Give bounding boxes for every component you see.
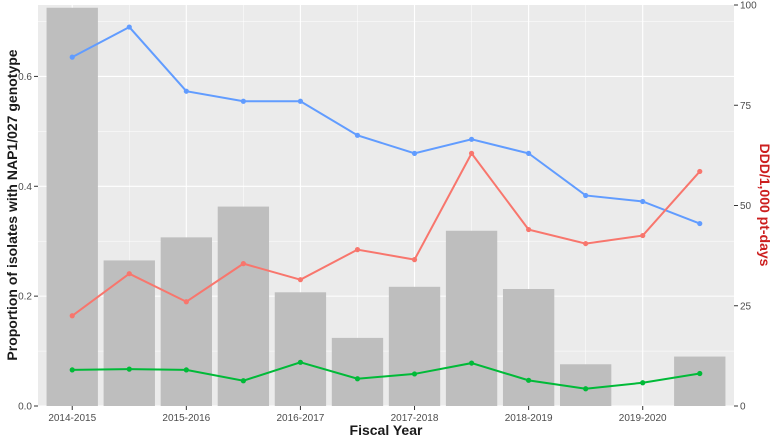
series-point	[697, 168, 703, 175]
series-point	[526, 150, 532, 156]
series-line	[71, 25, 701, 225]
series-point	[183, 367, 189, 373]
y-axis-left-ticks: 0.0 0.2 0.4 0.6	[18, 72, 38, 413]
bar	[331, 337, 384, 406]
series-point	[697, 220, 703, 227]
bar	[274, 292, 327, 406]
y-tick-label: 0.0	[18, 402, 32, 413]
y-tick-label: 0.6	[18, 72, 32, 83]
x-tick-label: 2016-2017	[277, 413, 325, 424]
y2-tick-label: 25	[740, 301, 752, 312]
series-points	[69, 24, 703, 392]
series-point	[468, 360, 475, 366]
series-point	[468, 150, 475, 156]
x-tick-label: 2014-2015	[48, 413, 96, 424]
y2-tick-label: 100	[740, 1, 757, 12]
series-point	[640, 380, 646, 386]
series-point	[526, 226, 532, 233]
series-point	[183, 299, 189, 305]
series-point	[240, 378, 246, 384]
bar	[502, 288, 555, 406]
x-tick-label: 2018-2019	[505, 413, 553, 424]
series-point	[697, 370, 703, 377]
x-axis-ticks: 2014-2015 2015-2016 2016-2017 2017-2018 2018…	[48, 406, 667, 424]
series-point	[240, 98, 246, 104]
bars	[46, 7, 726, 406]
series-point	[354, 376, 361, 382]
bar	[445, 230, 498, 406]
y2-tick-label: 50	[740, 201, 752, 212]
series-point	[354, 132, 361, 138]
x-tick-label: 2015-2016	[162, 413, 210, 424]
y-tick-label: 0.4	[18, 182, 32, 193]
series-point	[297, 359, 304, 365]
series-point	[640, 232, 646, 239]
series-point	[126, 271, 132, 277]
series-point	[297, 277, 304, 283]
series-point	[69, 367, 75, 373]
bar	[160, 237, 212, 406]
bar	[46, 7, 98, 406]
series-point	[69, 313, 75, 319]
x-tick-label: 2017-2018	[391, 413, 439, 424]
y-tick-label: 0.2	[18, 292, 32, 303]
bar	[674, 356, 726, 406]
series-point	[126, 366, 132, 372]
bar	[103, 260, 155, 406]
y2-tick-label: 75	[740, 101, 752, 112]
x-tick-label: 2019-2020	[619, 413, 667, 424]
series-point	[640, 198, 646, 205]
y-axis-right-title: DDD/1,000 pt-days	[757, 144, 773, 267]
bar	[388, 286, 441, 406]
series-point	[583, 192, 589, 199]
series-point	[468, 136, 475, 142]
series-point	[297, 98, 304, 104]
y-axis-right-ticks: 0 25 50 75 100	[734, 1, 757, 413]
series-line	[72, 361, 700, 390]
series-point	[183, 88, 189, 94]
series-point	[126, 24, 132, 30]
y2-tick-label: 0	[740, 402, 746, 413]
bar	[560, 364, 612, 406]
series-lines	[71, 25, 701, 390]
series-point	[411, 257, 418, 263]
series-point	[69, 54, 75, 60]
series-point	[583, 240, 589, 247]
series-point	[526, 377, 532, 383]
bar	[217, 206, 270, 406]
series-point	[354, 247, 361, 253]
y-axis-left-title: Proportion of isolates with NAP1/027 gen…	[4, 49, 20, 360]
series-point	[240, 261, 246, 267]
x-axis-title: Fiscal Year	[350, 422, 423, 438]
series-point	[411, 371, 418, 377]
series-point	[583, 386, 589, 392]
series-line	[71, 151, 701, 317]
series-point	[411, 150, 418, 156]
